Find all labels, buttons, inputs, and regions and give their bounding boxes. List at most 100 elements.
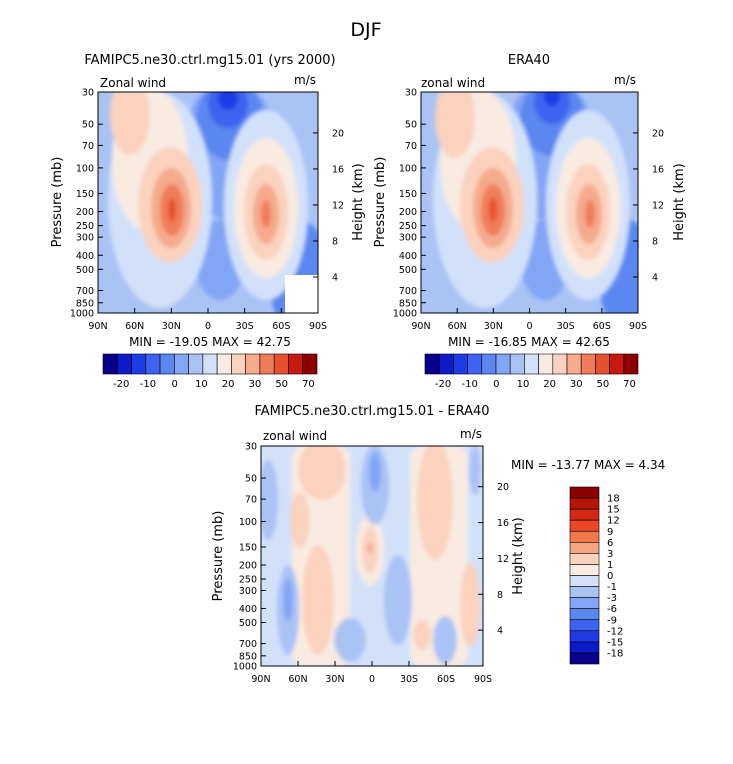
y-tick-label: 500: [76, 265, 94, 276]
colorbar-label: 12: [607, 516, 620, 527]
colorbar-swatch: [569, 486, 600, 499]
y2-tick-label: 20: [497, 482, 509, 493]
colorbar-swatch: [569, 497, 600, 510]
contour-neg-4: [218, 92, 238, 110]
contour-neg-4: [544, 92, 560, 106]
units-label: m/s: [614, 73, 636, 87]
colorbar-label: 18: [607, 494, 620, 505]
y-tick-label: 700: [399, 286, 417, 297]
page-title: DJF: [350, 19, 381, 41]
y2-tick-label: 12: [652, 200, 664, 211]
x-tick-label: 0: [205, 321, 211, 332]
y-tick-label: 300: [399, 233, 417, 244]
colorbar-label: 20: [222, 379, 235, 390]
y-tick-label: 100: [76, 163, 94, 174]
colorbar-swatch: [569, 542, 600, 554]
y-tick-label: 50: [245, 474, 257, 485]
x-tick-label: 90N: [251, 674, 270, 685]
x-tick-label: 60N: [288, 674, 307, 685]
colorbar-label: 70: [623, 379, 636, 390]
y-tick-label: 500: [399, 265, 417, 276]
y-tick-label: 100: [399, 163, 417, 174]
y-tick-label: 300: [239, 586, 257, 597]
colorbar-swatch: [424, 353, 440, 375]
y2-tick-label: 20: [332, 128, 344, 139]
colorbar-swatch: [595, 353, 610, 375]
y-tick-label: 70: [82, 141, 94, 152]
field-label: zonal wind: [263, 429, 327, 443]
colorbar-swatch: [159, 353, 175, 375]
colorbar-swatch: [216, 353, 232, 375]
panel-diff: FAMIPC5.ne30.ctrl.mg15.01 - ERA40 zonal …: [211, 404, 665, 685]
y-tick-label: 250: [399, 221, 417, 232]
y-tick-label: 200: [399, 207, 417, 218]
colorbar-swatch: [569, 553, 600, 565]
colorbar-swatch: [580, 353, 596, 375]
colorbar-label: 3: [607, 549, 613, 560]
y-tick-label: 30: [405, 88, 417, 99]
colorbar-swatch: [467, 353, 483, 375]
colorbar-swatch: [566, 353, 582, 375]
colorbar-swatch: [609, 353, 625, 375]
contour-neg-5: [334, 618, 366, 662]
colorbar-swatch: [569, 597, 600, 609]
colorbar-label: -9: [607, 615, 617, 626]
y-tick-label: 850: [399, 298, 417, 309]
colorbar-label: 30: [249, 379, 262, 390]
x-tick-label: 90S: [474, 674, 492, 685]
colorbar-label: 20: [543, 379, 556, 390]
contour-nh-polar: [110, 92, 150, 155]
contour-field: [261, 446, 483, 666]
contour-field: [98, 92, 318, 313]
y-tick-label: 850: [76, 298, 94, 309]
colorbar-label: 10: [195, 379, 208, 390]
colorbar-swatch: [569, 641, 600, 654]
stats-text: MIN = -19.05 MAX = 42.75: [129, 335, 291, 349]
y-tick-label: 30: [245, 442, 257, 453]
x-tick-label: 60N: [448, 321, 467, 332]
colorbar-swatch: [174, 353, 189, 375]
y2-tick-label: 8: [332, 236, 338, 247]
contour-nh-polar: [435, 92, 475, 158]
colorbar-swatch: [453, 353, 468, 375]
y-tick-label: 500: [239, 618, 257, 629]
panel-model: FAMIPC5.ne30.ctrl.mg15.01 (yrs 2000) Zon…: [50, 53, 366, 390]
colorbar-label: 10: [517, 379, 530, 390]
x-tick-label: 0: [526, 321, 532, 332]
x-tick-label: 30S: [400, 674, 418, 685]
colorbar-label: -10: [462, 379, 478, 390]
contour-neg-4: [283, 578, 293, 622]
y-tick-label: 700: [239, 639, 257, 650]
colorbar-label: 30: [570, 379, 583, 390]
colorbar: -20 -10 0 10 20 30 50 70: [424, 353, 639, 390]
y2-tick-label: 16: [652, 164, 664, 175]
panel-obs: ERA40 zonal wind m/s: [373, 53, 687, 390]
panel-title: ERA40: [508, 53, 550, 68]
y-tick-label: 200: [76, 207, 94, 218]
stats-text: MIN = -16.85 MAX = 42.65: [448, 335, 610, 349]
colorbar-label: 70: [302, 379, 315, 390]
panel-title: FAMIPC5.ne30.ctrl.mg15.01 - ERA40: [254, 404, 489, 419]
colorbar: -20 -10 0 10 20 30 50 70: [102, 353, 318, 390]
colorbar-swatch: [538, 353, 554, 375]
colorbar-label: -20: [113, 379, 129, 390]
colorbar-label: -10: [140, 379, 156, 390]
contour-pos-9: [367, 543, 373, 553]
contour-neg-6: [384, 555, 412, 645]
y-tick-label: 70: [245, 495, 257, 506]
colorbar-swatch: [188, 353, 204, 375]
y-tick-label: 250: [76, 221, 94, 232]
y-tick-label: 400: [239, 604, 257, 615]
colorbar-swatch: [302, 353, 318, 375]
y-tick-label: 700: [76, 286, 94, 297]
y2-axis-title: Height (km): [511, 517, 526, 594]
y-tick-label: 50: [405, 120, 417, 131]
colorbar-swatch: [202, 353, 218, 375]
colorbar-label: -20: [435, 379, 451, 390]
colorbar-swatch: [102, 353, 118, 375]
contour-pos-1: [298, 446, 346, 500]
x-tick-label: 30N: [162, 321, 181, 332]
y-axis-title: Pressure (mb): [373, 157, 388, 248]
y2-axis-title: Height (km): [672, 163, 687, 240]
